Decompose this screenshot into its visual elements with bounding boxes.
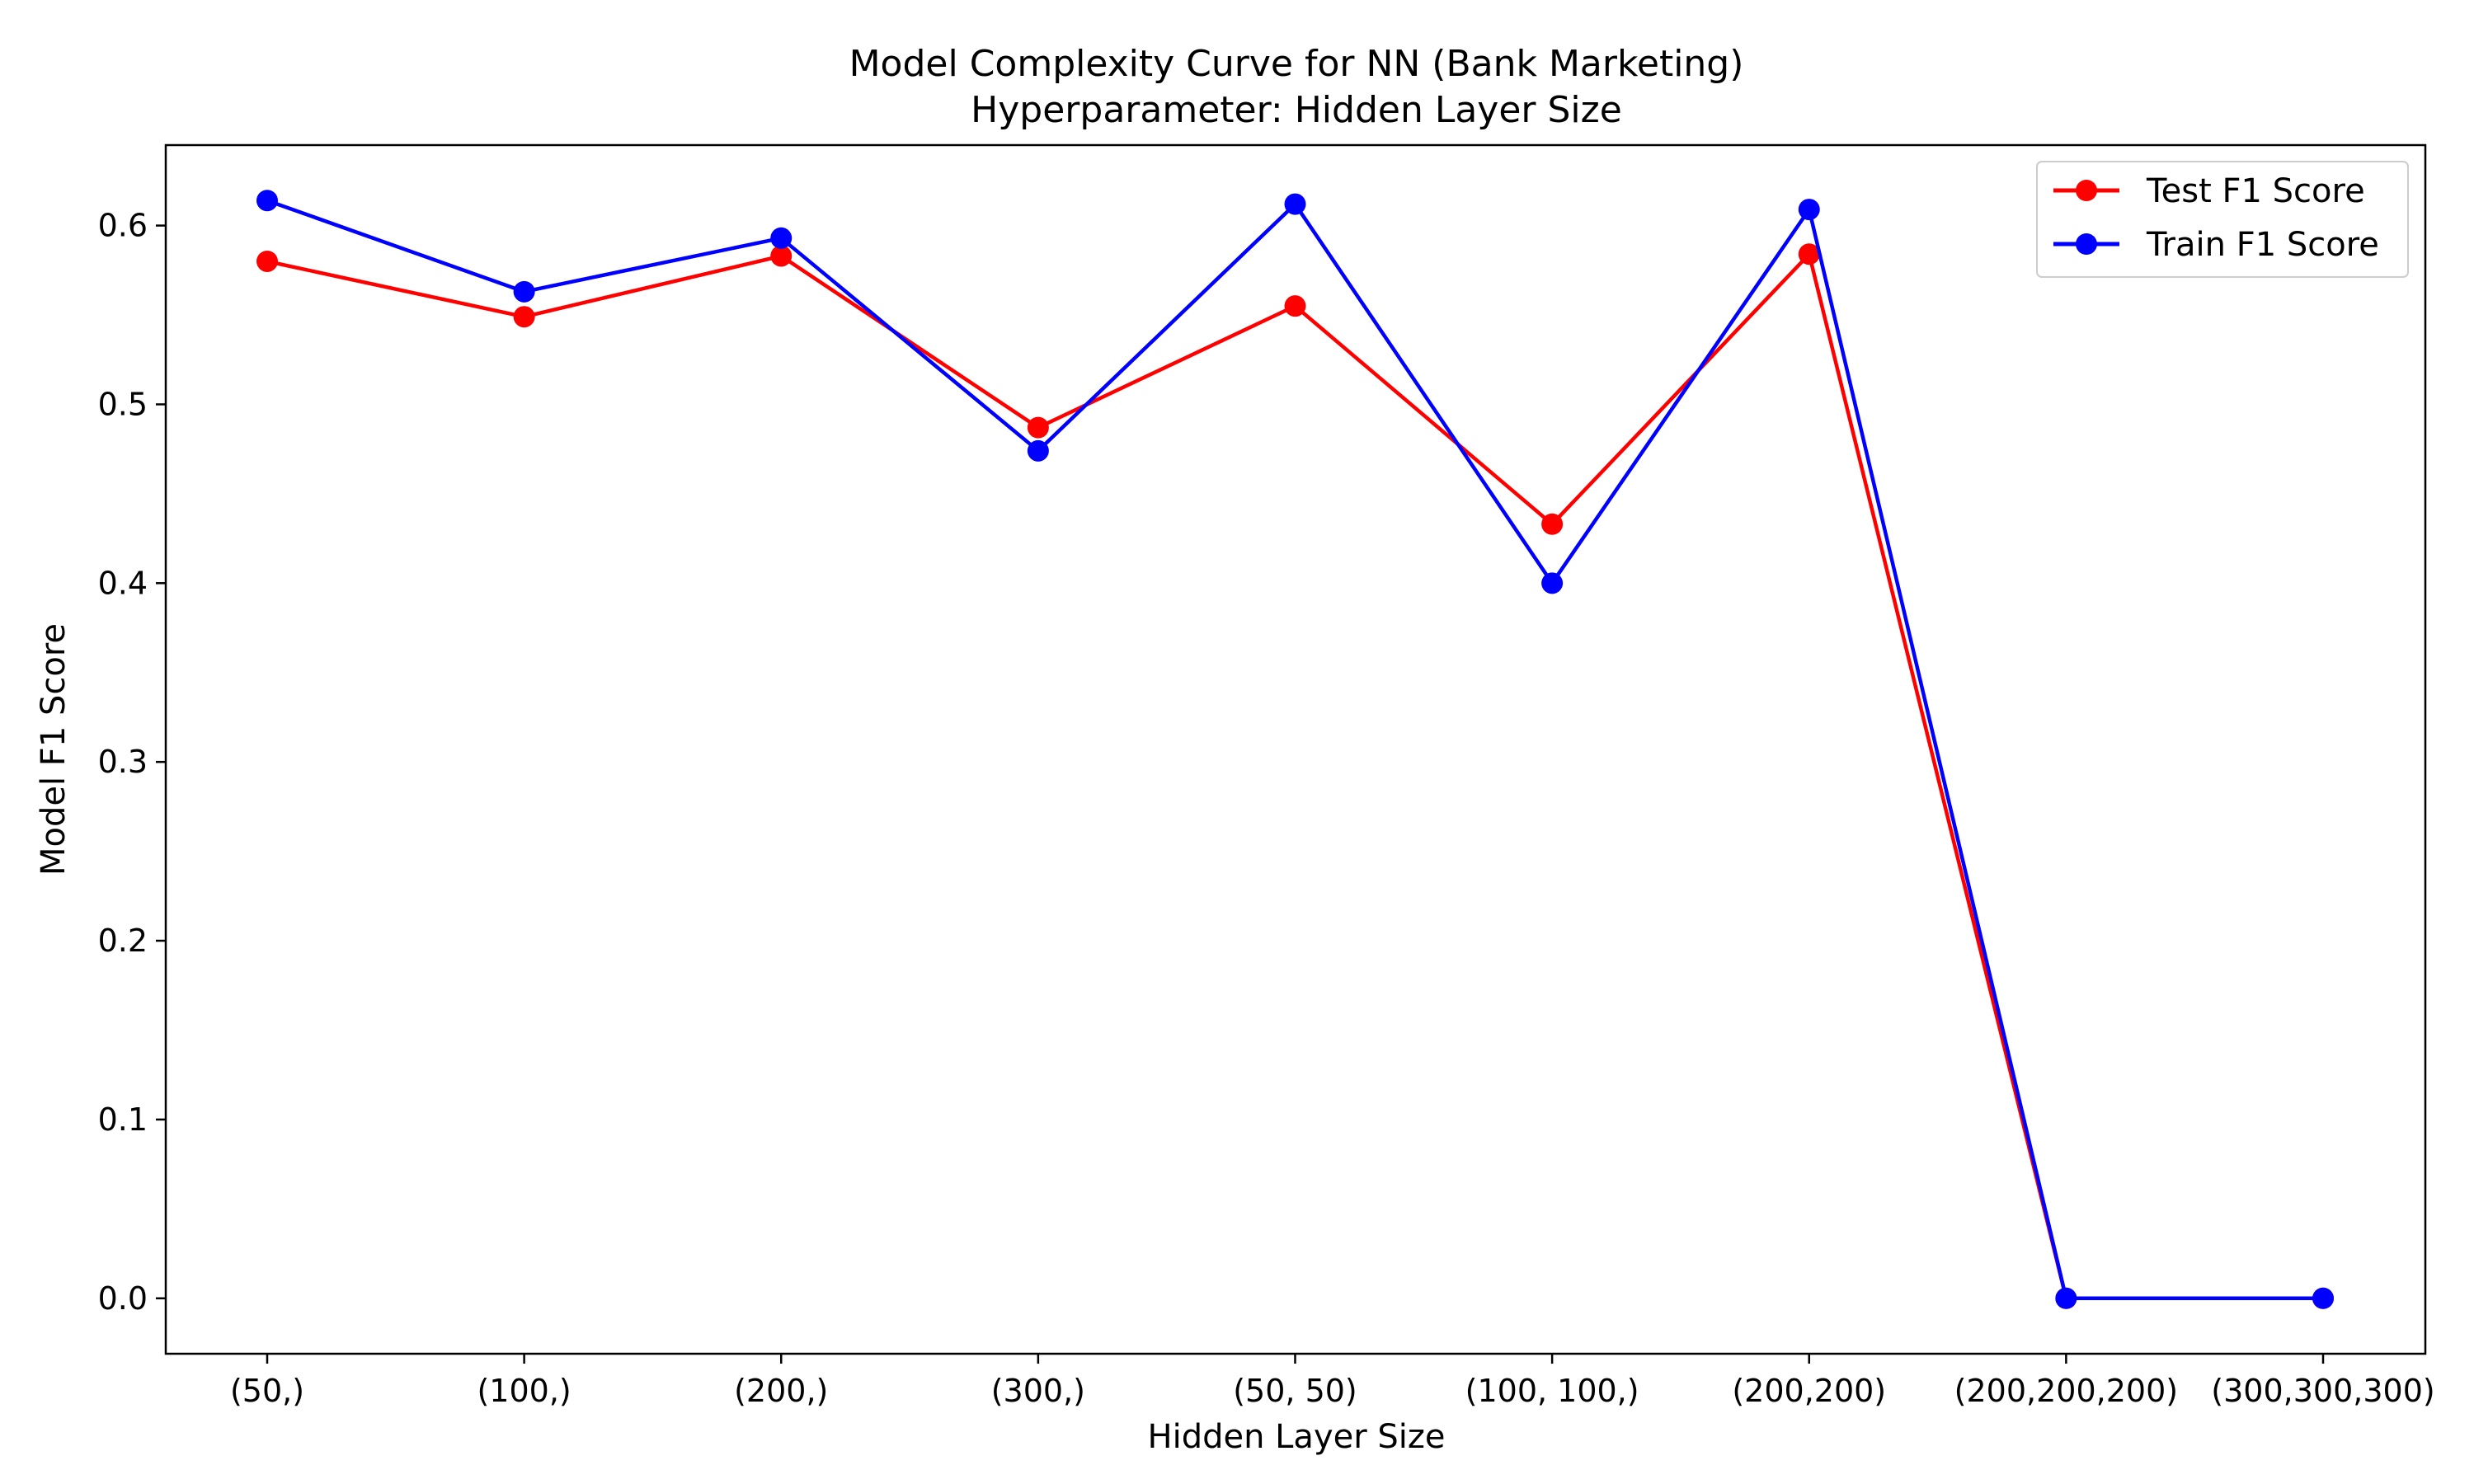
- test-f1-score-point: [770, 245, 793, 267]
- x-tick-label: (200,200): [1732, 1373, 1886, 1409]
- series-layer: [256, 190, 2334, 1309]
- test-f1-score-line: [266, 252, 2323, 1301]
- train-f1-score-point: [1027, 439, 1049, 462]
- legend-train-label: Train F1 Score: [2146, 226, 2379, 264]
- train-f1-score-point: [2312, 1287, 2334, 1309]
- test-f1-score-point: [1541, 513, 1564, 535]
- x-tick-label: (50, 50): [1233, 1373, 1357, 1409]
- test-f1-score-point: [1027, 416, 1049, 439]
- train-f1-score-point: [256, 190, 278, 212]
- test-f1-score-point: [1798, 243, 1820, 265]
- train-f1-score-point: [770, 227, 793, 249]
- train-f1-score-point: [2055, 1287, 2077, 1309]
- y-tick-label: 0.0: [98, 1280, 148, 1317]
- legend: Test F1 Score Train F1 Score: [2036, 161, 2409, 278]
- legend-test-label: Test F1 Score: [2146, 172, 2365, 210]
- legend-test-marker: [2076, 180, 2097, 201]
- chart-subtitle: Hyperparameter: Hidden Layer Size: [971, 89, 1622, 131]
- train-f1-score-point: [513, 280, 535, 303]
- x-tick-label: (50,): [230, 1373, 304, 1409]
- y-tick-label: 0.2: [98, 923, 148, 959]
- x-tick-label: (200,): [734, 1373, 828, 1409]
- x-axis-ticks: (50,) (100,) (200,) (300,) (50, 50) (100, 100…: [230, 1354, 2435, 1409]
- legend-train-marker: [2076, 233, 2097, 255]
- train-f1-score-point: [1798, 199, 1820, 221]
- legend-box: [2036, 161, 2409, 278]
- train-f1-score-point: [1541, 572, 1564, 594]
- x-tick-label: (300,): [991, 1373, 1085, 1409]
- y-tick-label: 0.5: [98, 386, 148, 422]
- y-axis-ticks: 0.0 0.1 0.2 0.3 0.4 0.5 0.6: [98, 208, 166, 1317]
- x-tick-label: (200,200,200): [1954, 1373, 2178, 1409]
- x-tick-label: (100, 100,): [1465, 1373, 1639, 1409]
- test-f1-score-point: [513, 306, 535, 328]
- train-f1-score-point: [1284, 193, 1306, 215]
- y-tick-label: 0.3: [98, 744, 148, 780]
- y-tick-label: 0.1: [98, 1101, 148, 1138]
- y-tick-label: 0.6: [98, 208, 148, 244]
- chart-title: Model Complexity Curve for NN (Bank Mark…: [849, 43, 1744, 85]
- y-tick-label: 0.4: [98, 565, 148, 601]
- x-tick-label: (300,300,300): [2211, 1373, 2434, 1409]
- x-axis-label: Hidden Layer Size: [1148, 1418, 1446, 1456]
- test-f1-score-point: [256, 250, 278, 272]
- train-f1-score-line: [266, 199, 2323, 1301]
- y-axis-label: Model F1 Score: [35, 623, 73, 876]
- plot-frame: [164, 143, 2427, 1355]
- test-f1-score-point: [1284, 295, 1306, 317]
- x-tick-label: (100,): [477, 1373, 571, 1409]
